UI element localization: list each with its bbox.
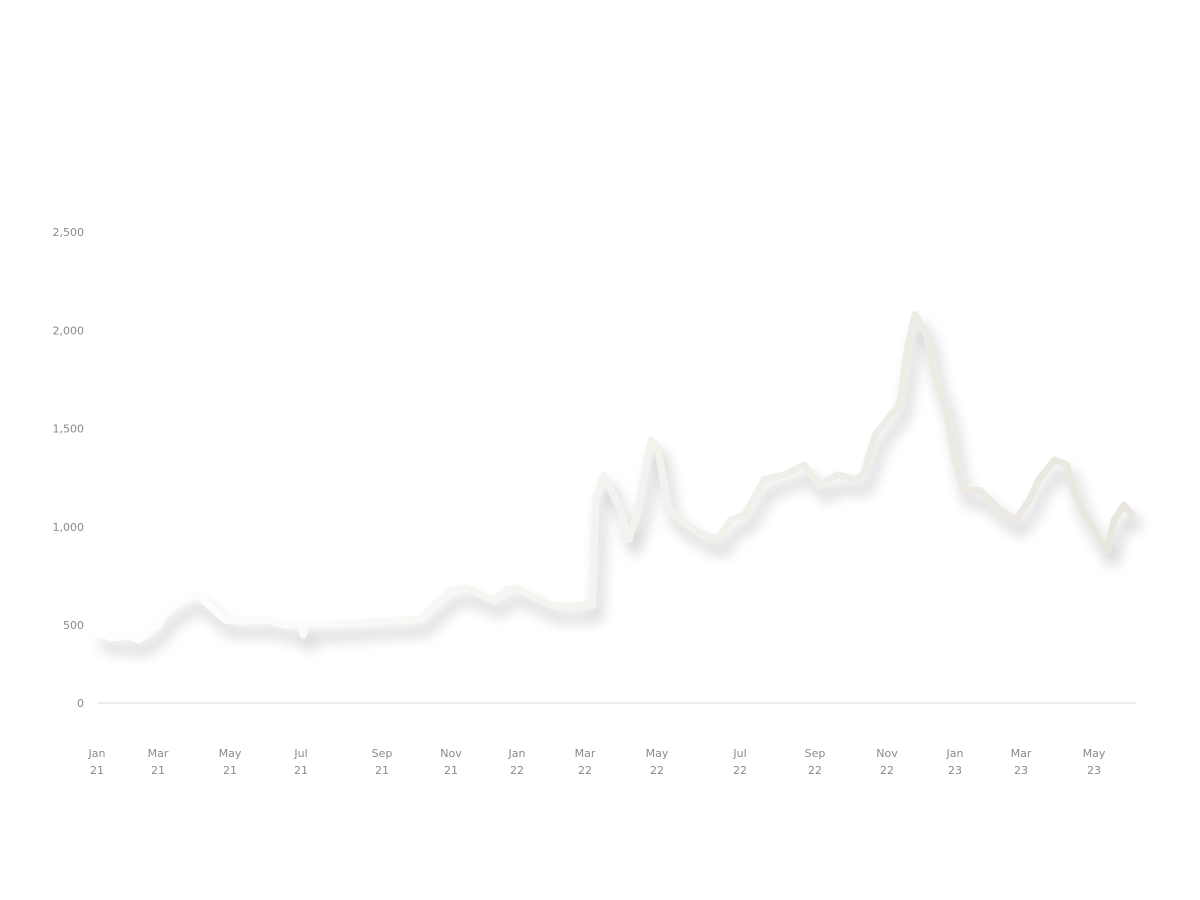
x-tick-label: May 21 bbox=[219, 747, 242, 777]
x-tick-label: Sep 22 bbox=[805, 747, 826, 777]
x-tick-label: Mar 21 bbox=[148, 747, 169, 777]
x-tick-label: May 22 bbox=[646, 747, 669, 777]
y-tick-label: 2,500 bbox=[53, 226, 85, 239]
x-tick-label: Mar 23 bbox=[1011, 747, 1032, 777]
x-tick-label: Jul 21 bbox=[293, 747, 308, 777]
x-tick-label: Jan 22 bbox=[508, 747, 526, 777]
y-tick-label: 1,500 bbox=[53, 423, 85, 436]
y-axis: 0 500 1,000 1,500 2,000 2,500 bbox=[53, 226, 85, 710]
x-tick-label: Jul 22 bbox=[732, 747, 747, 777]
y-tick-label: 500 bbox=[63, 619, 84, 632]
x-axis: Jan 21 Mar 21 May 21 Jul 21 Sep 21 Nov 21 Jan 22 Mar 22… bbox=[88, 747, 1106, 777]
x-tick-label: Nov 21 bbox=[440, 747, 462, 777]
y-tick-label: 0 bbox=[77, 697, 84, 710]
x-tick-label: Jan 23 bbox=[946, 747, 964, 777]
x-tick-label: May 23 bbox=[1083, 747, 1106, 777]
x-tick-label: Mar 22 bbox=[575, 747, 596, 777]
y-tick-label: 2,000 bbox=[53, 324, 85, 337]
y-tick-label: 1,000 bbox=[53, 521, 85, 534]
x-tick-label: Jan 21 bbox=[88, 747, 106, 777]
x-tick-label: Sep 21 bbox=[372, 747, 393, 777]
series-line bbox=[93, 311, 1136, 644]
x-tick-label: Nov 22 bbox=[876, 747, 898, 777]
